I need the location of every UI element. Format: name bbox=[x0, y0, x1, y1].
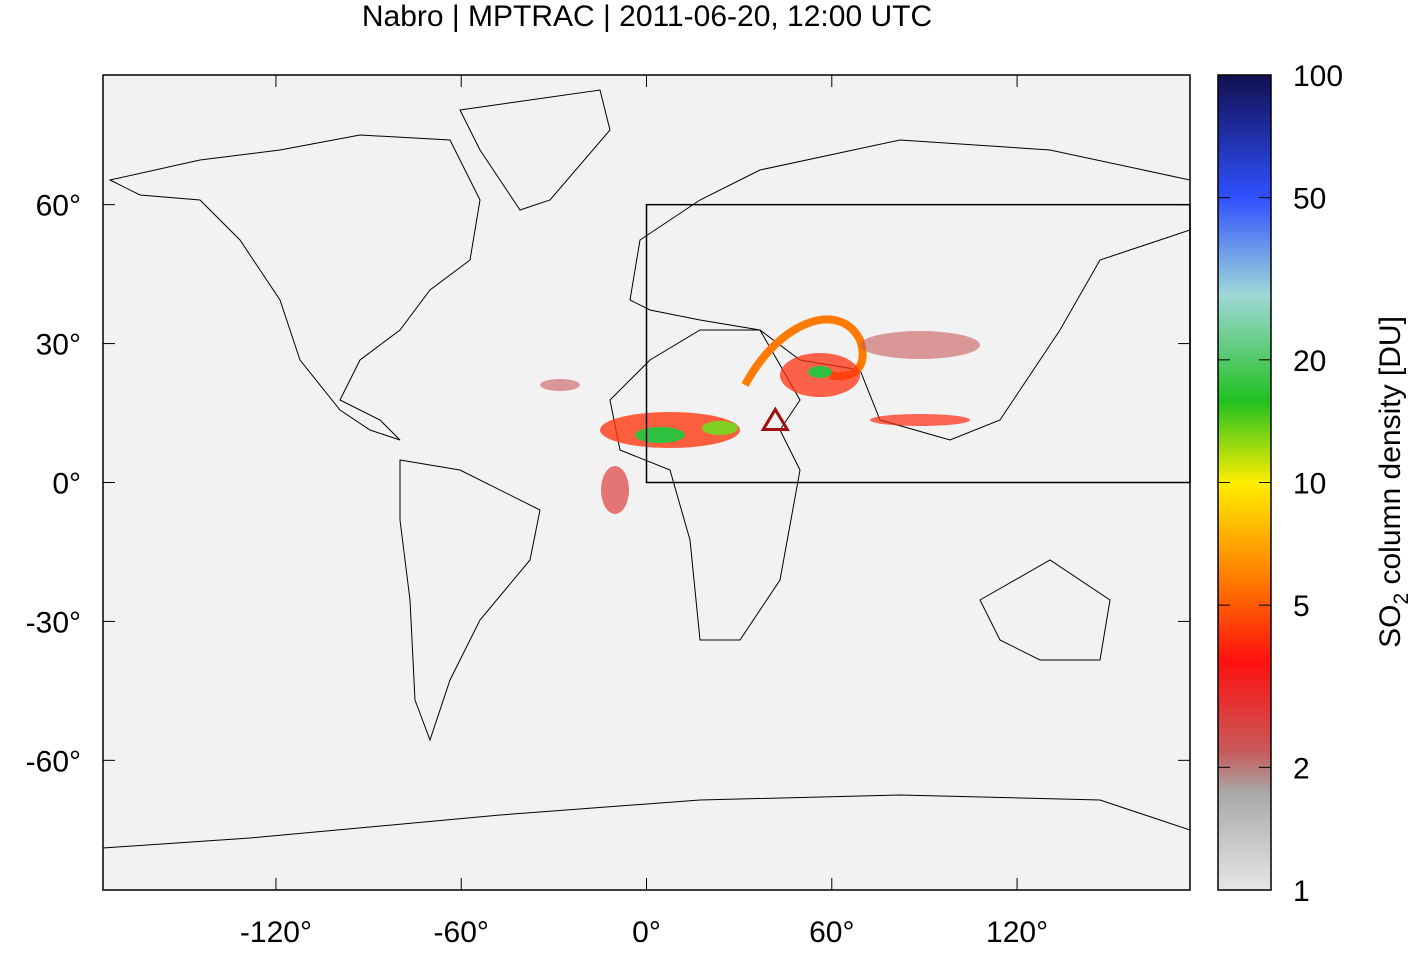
x-tick-label: 120° bbox=[986, 916, 1048, 949]
y-tick-label: 0° bbox=[52, 468, 81, 501]
x-tick-label: -60° bbox=[434, 916, 489, 949]
y-tick-label: -30° bbox=[26, 606, 81, 639]
colorbar-tick-label: 2 bbox=[1293, 752, 1310, 785]
region-box bbox=[645, 203, 1191, 484]
y-tick-label: 30° bbox=[36, 329, 81, 362]
label-part: SO bbox=[1374, 605, 1407, 648]
colorbar-tick-label: 1 bbox=[1293, 875, 1310, 908]
y-tick-label: 60° bbox=[36, 190, 81, 223]
coastlines bbox=[103, 89, 1190, 849]
chart-title: Nabro | MPTRAC | 2011-06-20, 12:00 UTC bbox=[362, 0, 932, 33]
colorbar-label: SO2 column density [DU] bbox=[1374, 316, 1411, 648]
volcano-marker bbox=[760, 406, 790, 431]
colorbar-tick-label: 20 bbox=[1293, 345, 1326, 378]
x-tick-label: -120° bbox=[240, 916, 312, 949]
colorbar-tick-label: 100 bbox=[1293, 60, 1343, 93]
label-part: column density [DU] bbox=[1374, 316, 1407, 593]
colorbar-tick-label: 5 bbox=[1293, 590, 1310, 623]
so2-plume bbox=[540, 315, 980, 514]
colorbar-tick-label: 10 bbox=[1293, 468, 1326, 501]
x-tick-label: 0° bbox=[632, 916, 661, 949]
colorbar-tick-label: 50 bbox=[1293, 183, 1326, 216]
label-subscript: 2 bbox=[1390, 593, 1411, 605]
x-tick-label: 60° bbox=[809, 916, 854, 949]
y-tick-label: -60° bbox=[26, 745, 81, 778]
